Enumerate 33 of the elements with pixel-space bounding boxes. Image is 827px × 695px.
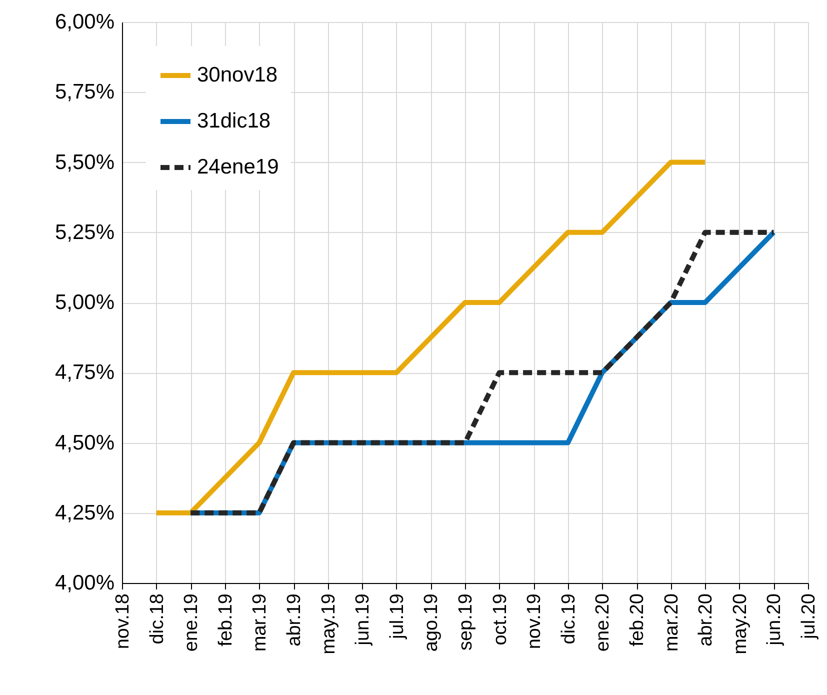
x-tick-label: sep.19 [456, 594, 476, 651]
x-tick-label: abr.19 [284, 594, 305, 646]
x-tick-label: jun.19 [352, 594, 374, 646]
x-tick-label: may.19 [318, 594, 340, 654]
x-tick-label: dic.18 [146, 594, 168, 644]
x-tick-label: may.20 [730, 594, 751, 654]
y-tick-label: 4,00% [54, 572, 114, 594]
x-tick-label: dic.19 [558, 594, 580, 644]
legend-label: 31dic18 [197, 110, 271, 132]
y-tick-label: 5,00% [54, 291, 114, 314]
x-tick-label: ago.19 [421, 594, 442, 652]
y-tick-label: 5,25% [54, 220, 114, 244]
y-tick-label: 4,75% [54, 361, 114, 384]
y-tick-label: 6,00% [54, 10, 114, 34]
x-tick-label: nov.19 [524, 594, 546, 650]
x-tick-label: jul.20 [798, 594, 820, 640]
x-tick-label: ene.19 [181, 594, 202, 652]
x-tick-label: mar.20 [661, 594, 682, 652]
x-tick-label: ene.20 [592, 594, 614, 652]
x-tick-label: mar.19 [250, 594, 271, 652]
y-tick-label: 4,50% [54, 431, 114, 454]
x-tick-label: nov.18 [112, 594, 134, 650]
x-tick-label: oct.19 [490, 594, 511, 646]
x-tick-label: abr.20 [696, 594, 717, 646]
x-tick-label: feb.20 [627, 594, 648, 646]
x-tick-label: feb.19 [215, 594, 236, 646]
x-tick-label: jul.19 [386, 594, 408, 640]
y-tick-label: 5,50% [54, 150, 114, 174]
y-tick-label: 5,75% [54, 80, 114, 104]
x-tick-label: jun.20 [764, 594, 786, 646]
y-tick-label: 4,25% [54, 501, 114, 524]
legend-label: 30nov18 [197, 64, 278, 86]
legend-label: 24ene19 [197, 156, 279, 178]
